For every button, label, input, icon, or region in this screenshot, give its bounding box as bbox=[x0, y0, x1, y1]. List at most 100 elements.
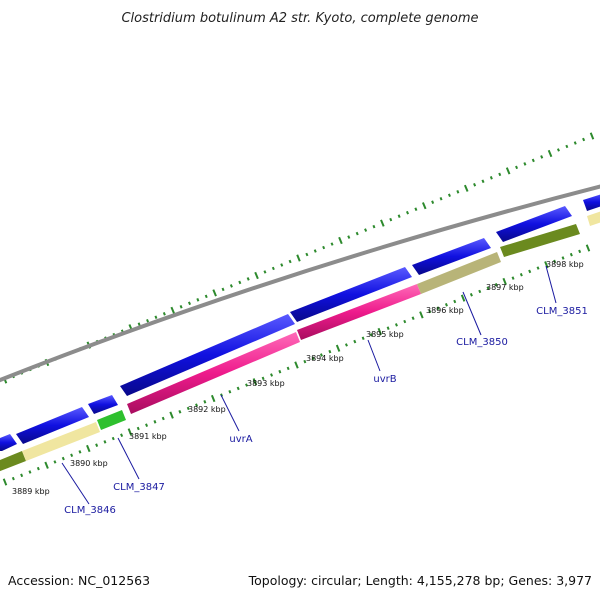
tick-mark bbox=[261, 376, 265, 381]
gene-leader-lines bbox=[61, 265, 557, 505]
gene-label-clm-3846: CLM_3846 bbox=[64, 505, 116, 516]
tick-mark bbox=[111, 436, 115, 441]
tick-mark bbox=[364, 228, 368, 232]
tick-mark bbox=[403, 319, 407, 324]
tick-mark bbox=[11, 476, 15, 481]
tick-mark bbox=[236, 386, 240, 391]
leader-line bbox=[545, 265, 557, 304]
tick-mark bbox=[561, 256, 565, 260]
tick-mark bbox=[515, 165, 519, 170]
kbp-label: 3891 kbp bbox=[129, 432, 167, 441]
tick-mark bbox=[120, 433, 124, 437]
tick-mark bbox=[170, 306, 176, 314]
leader-line bbox=[367, 339, 381, 372]
tick-mark bbox=[528, 269, 532, 274]
tick-mark bbox=[127, 428, 133, 436]
feature-uvrB bbox=[297, 284, 421, 340]
gene-labels: CLM_3846 CLM_3847 uvrA uvrB CLM_3850 CLM… bbox=[64, 306, 588, 516]
tick-mark bbox=[303, 359, 307, 364]
feature-uvrA bbox=[127, 332, 300, 414]
tick-mark bbox=[204, 294, 208, 299]
cds-track-forward bbox=[0, 194, 600, 451]
tick-mark bbox=[531, 158, 535, 163]
tick-mark bbox=[447, 193, 451, 197]
tick-mark bbox=[469, 293, 473, 297]
tick-mark bbox=[544, 261, 549, 269]
tick-mark bbox=[353, 339, 357, 344]
kbp-label: 3896 kbp bbox=[426, 306, 464, 315]
tick-mark bbox=[294, 361, 299, 369]
tick-mark bbox=[61, 456, 65, 461]
tick-mark bbox=[444, 303, 448, 307]
kbp-scale: 3889 kbp 3890 kbp 3891 kbp 3892 kbp 3893… bbox=[12, 260, 584, 496]
tick-mark bbox=[523, 162, 527, 166]
tick-mark bbox=[169, 411, 174, 419]
leader-line bbox=[61, 462, 90, 505]
tick-mark bbox=[478, 289, 482, 294]
tick-mark bbox=[270, 373, 274, 377]
tick-mark bbox=[405, 210, 410, 215]
tick-mark bbox=[355, 231, 359, 236]
gene-label-uvrb: uvrB bbox=[373, 374, 396, 385]
cds-arrow bbox=[0, 434, 17, 451]
tick-mark bbox=[137, 322, 141, 326]
tick-mark bbox=[573, 141, 577, 145]
tick-mark bbox=[389, 217, 393, 222]
tick-mark bbox=[489, 176, 493, 180]
tick-mark bbox=[397, 214, 401, 218]
tick-mark bbox=[386, 326, 390, 330]
tick-mark bbox=[481, 179, 485, 184]
leader-line bbox=[117, 437, 140, 480]
gene-label-clm-3851: CLM_3851 bbox=[536, 306, 588, 317]
genome-backbone bbox=[0, 184, 600, 383]
tick-mark bbox=[245, 383, 249, 387]
tick-mark bbox=[463, 184, 469, 192]
tick-mark bbox=[136, 426, 140, 431]
tick-mark bbox=[288, 259, 292, 264]
inner-tick-ring bbox=[2, 244, 591, 486]
tick-mark bbox=[347, 235, 351, 239]
leader-line bbox=[220, 394, 240, 432]
tick-mark bbox=[338, 236, 343, 245]
tick-mark bbox=[195, 403, 199, 407]
kbp-label: 3890 kbp bbox=[70, 459, 108, 468]
tick-mark bbox=[103, 440, 107, 444]
tick-mark bbox=[313, 249, 317, 253]
tick-mark bbox=[553, 259, 557, 264]
tick-mark bbox=[540, 155, 544, 159]
tick-mark bbox=[146, 319, 150, 323]
tick-mark bbox=[328, 349, 332, 354]
tick-mark bbox=[361, 336, 365, 340]
tick-mark bbox=[494, 283, 498, 287]
tick-mark bbox=[411, 316, 415, 320]
tick-mark bbox=[95, 443, 99, 447]
feature-khaki bbox=[417, 252, 501, 294]
tick-mark bbox=[305, 252, 309, 257]
tick-mark bbox=[585, 244, 591, 252]
tick-mark bbox=[380, 219, 385, 227]
cds-arrow bbox=[16, 407, 89, 444]
tick-mark bbox=[330, 242, 334, 246]
feature-green bbox=[97, 410, 126, 430]
tick-mark bbox=[280, 263, 284, 267]
tick-mark bbox=[578, 249, 582, 254]
tick-mark bbox=[319, 353, 323, 357]
tick-mark bbox=[271, 266, 275, 271]
tick-mark bbox=[221, 287, 225, 292]
tick-mark bbox=[154, 315, 158, 319]
cds-arrow bbox=[583, 194, 600, 211]
map-title: Clostridium botulinum A2 str. Kyoto, com… bbox=[121, 11, 478, 26]
tick-mark bbox=[344, 343, 348, 347]
tick-mark bbox=[229, 284, 233, 288]
genome-summary-text: Topology: circular; Length: 4,155,278 bp… bbox=[248, 573, 592, 588]
tick-mark bbox=[565, 144, 569, 149]
kbp-label: 3897 kbp bbox=[486, 283, 524, 292]
tick-mark bbox=[86, 444, 91, 453]
tick-mark bbox=[238, 280, 242, 285]
tick-mark bbox=[372, 224, 376, 229]
tick-mark bbox=[212, 289, 217, 297]
tick-mark bbox=[210, 394, 216, 403]
tick-mark bbox=[203, 400, 207, 404]
